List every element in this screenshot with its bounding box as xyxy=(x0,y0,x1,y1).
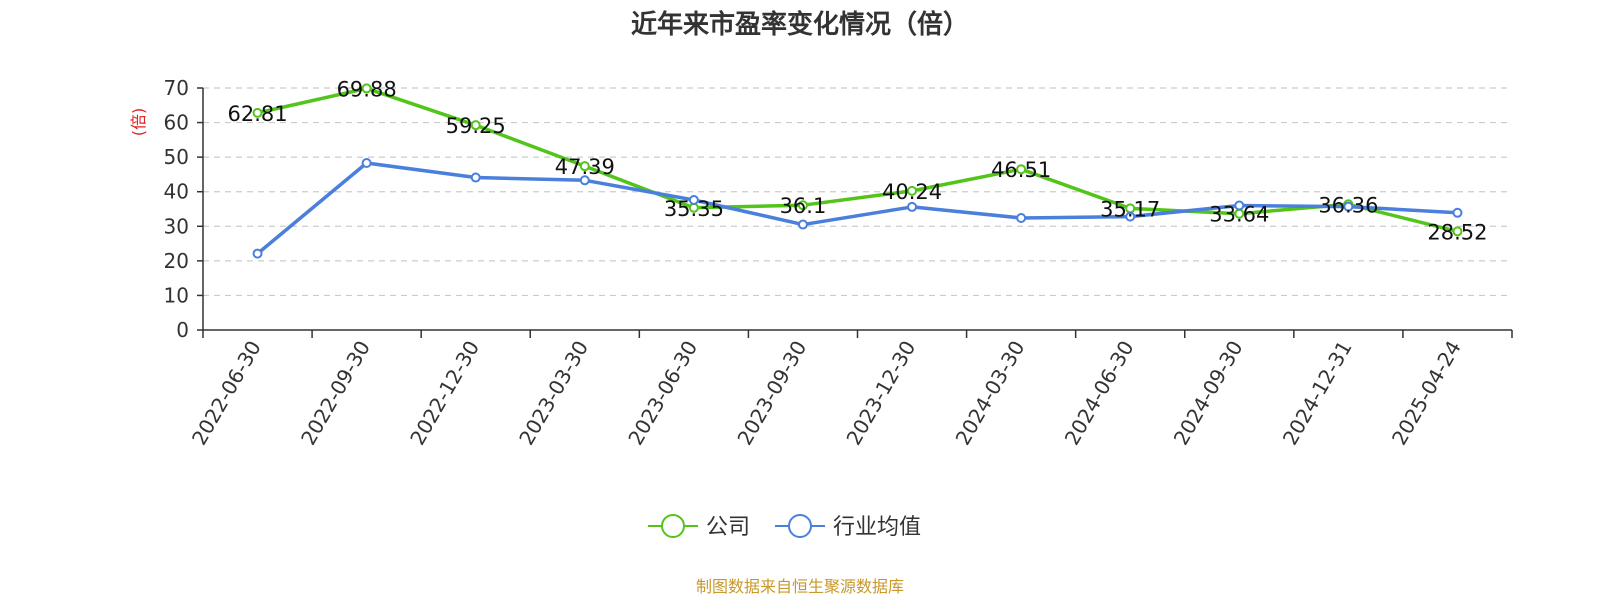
data-label: 33.64 xyxy=(1209,203,1269,227)
data-point xyxy=(470,172,481,183)
data-labels: 62.81 69.88 59.25 47.39 35.35 36.1 40.24 46.51 3… xyxy=(227,77,1487,244)
x-tick-label: 2023-03-30 xyxy=(514,337,593,450)
data-point xyxy=(907,185,918,196)
x-tick-label: 2022-09-30 xyxy=(296,337,375,450)
x-tick-label: 2024-09-30 xyxy=(1169,337,1248,450)
source-note: 制图数据来自恒生聚源数据库 xyxy=(696,577,904,596)
data-point xyxy=(1234,200,1245,211)
y-tick-label: 10 xyxy=(164,283,189,307)
x-tick-label: 2023-09-30 xyxy=(732,337,811,450)
legend-item: 行业均值 xyxy=(775,514,921,540)
data-label: 36.36 xyxy=(1318,193,1378,217)
data-point xyxy=(907,201,918,212)
y-axis-label: (倍) xyxy=(129,108,148,137)
data-point xyxy=(252,107,263,118)
legend-label: 行业均值 xyxy=(833,515,921,540)
series-line-company xyxy=(257,86,1458,234)
data-point xyxy=(252,248,263,259)
legend: 公司 行业均值 xyxy=(648,514,921,540)
data-point xyxy=(797,200,808,211)
y-tick-label: 50 xyxy=(164,145,189,169)
data-label: 35.35 xyxy=(664,197,724,221)
legend-label: 公司 xyxy=(706,515,750,540)
y-tick-label: 70 xyxy=(164,76,189,100)
data-label: 40.24 xyxy=(882,180,942,204)
axes: 0 10 20 30 40 50 60 70 2022-06-30 2022-09-30 2022-… xyxy=(164,76,1513,450)
data-label: 47.39 xyxy=(555,155,615,179)
data-point xyxy=(1452,207,1463,218)
y-tick-label: 30 xyxy=(164,214,189,238)
data-point xyxy=(797,219,808,230)
x-tick-label: 2022-06-30 xyxy=(187,337,266,450)
data-point xyxy=(1016,164,1027,175)
legend-item: 公司 xyxy=(648,514,750,540)
y-tick-label: 20 xyxy=(164,249,189,273)
data-point xyxy=(1125,211,1136,222)
data-label: 28.52 xyxy=(1427,220,1487,244)
data-point xyxy=(470,120,481,131)
data-label: 46.51 xyxy=(991,158,1051,182)
data-point xyxy=(1343,201,1354,212)
y-tick-label: 40 xyxy=(164,180,189,204)
data-label: 36.1 xyxy=(780,194,827,218)
gridlines xyxy=(203,87,1512,297)
legend-marker xyxy=(661,514,685,538)
x-tick-label: 2023-12-30 xyxy=(841,337,920,450)
x-tick-label: 2024-06-30 xyxy=(1060,337,1139,450)
data-label: 59.25 xyxy=(446,114,506,138)
y-tick-label: 60 xyxy=(164,111,189,135)
x-tick-label: 2022-12-30 xyxy=(405,337,484,450)
y-tick-label: 0 xyxy=(176,318,189,342)
data-point xyxy=(688,195,699,206)
x-tick-label: 2023-06-30 xyxy=(623,337,702,450)
legend-marker xyxy=(788,514,812,538)
data-label: 69.88 xyxy=(337,77,397,101)
data-label: 62.81 xyxy=(227,102,287,126)
data-point xyxy=(579,175,590,186)
series-layer xyxy=(252,83,1463,259)
x-tick-label: 2024-12-31 xyxy=(1278,337,1357,450)
data-point xyxy=(1016,212,1027,223)
data-point xyxy=(579,161,590,172)
data-point xyxy=(361,83,372,94)
series-line-industry-average xyxy=(256,161,1458,255)
data-label: 35.17 xyxy=(1100,197,1160,221)
data-point xyxy=(361,158,372,169)
chart-title: 近年来市盈率变化情况（倍） xyxy=(631,9,969,40)
data-point xyxy=(1452,226,1463,237)
x-tick-label: 2025-04-24 xyxy=(1387,337,1466,450)
x-tick-label: 2024-03-30 xyxy=(951,337,1030,450)
